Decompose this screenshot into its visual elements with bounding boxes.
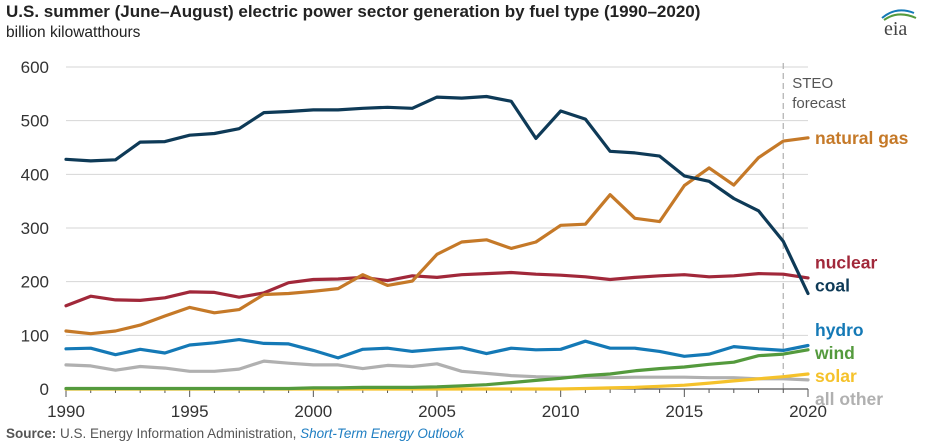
x-tick-label: 2020 [789, 402, 827, 421]
source-text: U.S. Energy Information Administration, [56, 426, 301, 441]
source-link[interactable]: Short-Term Energy Outlook [300, 426, 464, 441]
x-tick-label: 2005 [418, 402, 456, 421]
forecast-label-line1: STEO [792, 75, 833, 92]
source-label: Source: [6, 426, 57, 441]
x-tick-label: 1995 [171, 402, 209, 421]
y-tick-label: 600 [21, 58, 49, 77]
x-tick-label: 1990 [47, 402, 85, 421]
x-tick-label: 2015 [665, 402, 703, 421]
series-label-natural-gas: natural gas [815, 128, 909, 148]
series-label-solar: solar [815, 366, 857, 386]
forecast-label-line2: forecast [792, 95, 846, 112]
forecast-region: STEO forecast [782, 63, 846, 389]
chart-title: U.S. summer (June–August) electric power… [6, 2, 701, 21]
chart-subtitle: billion kilowatthours [6, 24, 141, 41]
series-line-coal [64, 94, 810, 296]
series-label-all-other: all other [815, 389, 883, 409]
eia-logo: eia [881, 9, 917, 38]
series-lines [64, 94, 810, 391]
series-labels: natural gas nuclear coal hydro wind solar all … [814, 128, 909, 409]
series-label-hydro: hydro [815, 320, 864, 340]
series-line-nuclear [64, 270, 810, 308]
x-tick-label: 2010 [542, 402, 580, 421]
series-label-coal: coal [815, 275, 850, 295]
y-tick-label: 400 [21, 165, 49, 184]
grid-lines [66, 66, 808, 336]
y-tick-label: 300 [21, 219, 49, 238]
y-tick-label: 100 [21, 326, 49, 345]
y-tick-label: 200 [21, 273, 49, 292]
series-line-wind [64, 348, 810, 391]
series-label-wind: wind [814, 343, 855, 363]
series-line-all-other [64, 359, 810, 382]
x-tick-label: 2000 [294, 402, 332, 421]
series-line-natural-gas [64, 136, 810, 336]
source-note: Source: U.S. Energy Information Administ… [6, 426, 464, 441]
y-tick-label: 500 [21, 112, 49, 131]
series-line-hydro [64, 338, 810, 360]
logo-text: eia [884, 18, 907, 38]
y-tick-label: 0 [40, 380, 49, 399]
series-label-nuclear: nuclear [815, 252, 877, 272]
